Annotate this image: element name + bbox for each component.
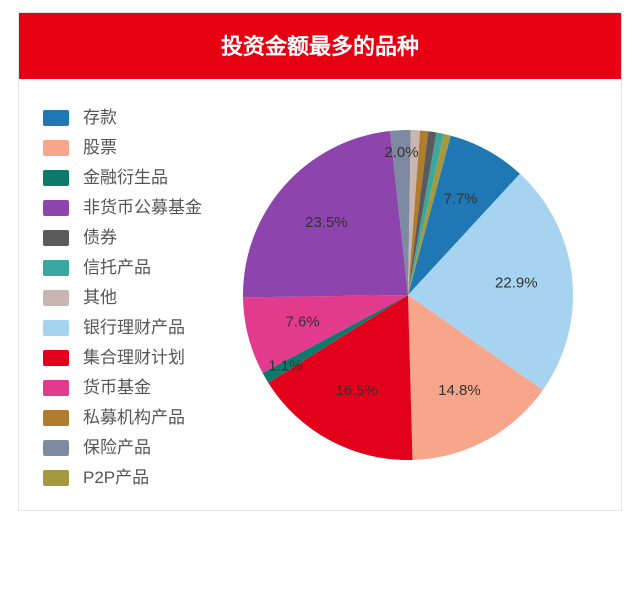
legend-label: 其他 bbox=[83, 289, 117, 306]
pie-slice-label: 16.5% bbox=[335, 381, 378, 398]
legend-swatch bbox=[43, 380, 69, 396]
legend-swatch bbox=[43, 110, 69, 126]
legend-swatch bbox=[43, 140, 69, 156]
pie-slice-label: 23.5% bbox=[305, 213, 348, 230]
legend-label: 存款 bbox=[83, 109, 117, 126]
legend-label: 集合理财计划 bbox=[83, 349, 185, 366]
chart-title: 投资金额最多的品种 bbox=[221, 34, 419, 59]
legend-label: 银行理财产品 bbox=[83, 319, 185, 336]
legend-item: 货币基金 bbox=[43, 379, 202, 396]
legend-item: 股票 bbox=[43, 139, 202, 156]
pie-slice-label: 2.0% bbox=[384, 144, 418, 161]
chart-card: 投资金额最多的品种 存款股票金融衍生品非货币公募基金债券信托产品其他银行理财产品… bbox=[18, 12, 622, 511]
legend-item: 信托产品 bbox=[43, 259, 202, 276]
legend-swatch bbox=[43, 320, 69, 336]
legend-swatch bbox=[43, 410, 69, 426]
legend-swatch bbox=[43, 230, 69, 246]
legend-label: P2P产品 bbox=[83, 469, 149, 486]
legend-swatch bbox=[43, 290, 69, 306]
legend-label: 保险产品 bbox=[83, 439, 151, 456]
legend-label: 债券 bbox=[83, 229, 117, 246]
pie-chart: 7.7% 22.9% 14.8% 16.5% 1.1% 7.6% 23.5% 2.0% bbox=[243, 130, 573, 460]
legend-swatch bbox=[43, 440, 69, 456]
pie-slice-label: 7.7% bbox=[443, 190, 477, 207]
legend-swatch bbox=[43, 350, 69, 366]
legend-item: 私募机构产品 bbox=[43, 409, 202, 426]
legend-label: 股票 bbox=[83, 139, 117, 156]
legend-item: 集合理财计划 bbox=[43, 349, 202, 366]
legend-item: 债券 bbox=[43, 229, 202, 246]
legend: 存款股票金融衍生品非货币公募基金债券信托产品其他银行理财产品集合理财计划货币基金… bbox=[43, 103, 202, 486]
pie-chart-container: 7.7% 22.9% 14.8% 16.5% 1.1% 7.6% 23.5% 2.0% bbox=[202, 103, 613, 486]
legend-label: 货币基金 bbox=[83, 379, 151, 396]
pie-slice-label: 1.1% bbox=[268, 357, 302, 374]
legend-item: 非货币公募基金 bbox=[43, 199, 202, 216]
pie-slice-label: 14.8% bbox=[438, 381, 481, 398]
legend-item: 其他 bbox=[43, 289, 202, 306]
pie-slice-label: 22.9% bbox=[495, 274, 538, 291]
legend-label: 非货币公募基金 bbox=[83, 199, 202, 216]
legend-label: 金融衍生品 bbox=[83, 169, 168, 186]
chart-title-bar: 投资金额最多的品种 bbox=[19, 13, 621, 79]
legend-swatch bbox=[43, 470, 69, 486]
legend-item: 保险产品 bbox=[43, 439, 202, 456]
legend-item: P2P产品 bbox=[43, 469, 202, 486]
legend-item: 银行理财产品 bbox=[43, 319, 202, 336]
pie-slice-label: 7.6% bbox=[285, 313, 319, 330]
legend-swatch bbox=[43, 260, 69, 276]
legend-label: 信托产品 bbox=[83, 259, 151, 276]
legend-label: 私募机构产品 bbox=[83, 409, 185, 426]
chart-body: 存款股票金融衍生品非货币公募基金债券信托产品其他银行理财产品集合理财计划货币基金… bbox=[19, 79, 621, 510]
legend-swatch bbox=[43, 170, 69, 186]
legend-item: 存款 bbox=[43, 109, 202, 126]
legend-item: 金融衍生品 bbox=[43, 169, 202, 186]
legend-swatch bbox=[43, 200, 69, 216]
